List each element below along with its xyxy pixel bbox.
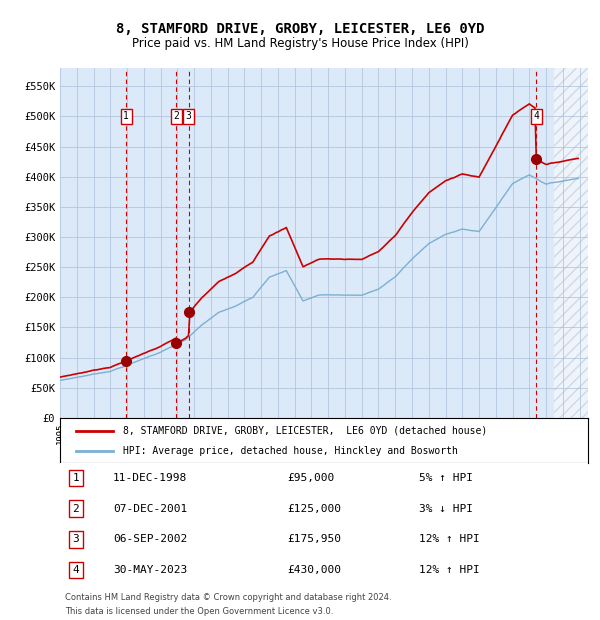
Text: This data is licensed under the Open Government Licence v3.0.: This data is licensed under the Open Gov…	[65, 607, 334, 616]
Text: 12% ↑ HPI: 12% ↑ HPI	[419, 565, 480, 575]
Text: 12% ↑ HPI: 12% ↑ HPI	[419, 534, 480, 544]
Text: 1: 1	[123, 112, 129, 122]
Text: Contains HM Land Registry data © Crown copyright and database right 2024.: Contains HM Land Registry data © Crown c…	[65, 593, 392, 602]
Text: 06-SEP-2002: 06-SEP-2002	[113, 534, 187, 544]
Text: HPI: Average price, detached house, Hinckley and Bosworth: HPI: Average price, detached house, Hinc…	[124, 446, 458, 456]
Text: 07-DEC-2001: 07-DEC-2001	[113, 503, 187, 514]
Text: £125,000: £125,000	[287, 503, 341, 514]
Text: £175,950: £175,950	[287, 534, 341, 544]
Text: 3% ↓ HPI: 3% ↓ HPI	[419, 503, 473, 514]
Text: Price paid vs. HM Land Registry's House Price Index (HPI): Price paid vs. HM Land Registry's House …	[131, 37, 469, 50]
Text: £95,000: £95,000	[287, 473, 334, 483]
Text: 1: 1	[73, 473, 79, 483]
Text: 2: 2	[173, 112, 179, 122]
Text: 4: 4	[73, 565, 79, 575]
Text: 11-DEC-1998: 11-DEC-1998	[113, 473, 187, 483]
Text: 8, STAMFORD DRIVE, GROBY, LEICESTER, LE6 0YD: 8, STAMFORD DRIVE, GROBY, LEICESTER, LE6…	[116, 22, 484, 36]
Bar	[554, 68, 588, 418]
Text: 3: 3	[73, 534, 79, 544]
Text: 30-MAY-2023: 30-MAY-2023	[113, 565, 187, 575]
Text: 5% ↑ HPI: 5% ↑ HPI	[419, 473, 473, 483]
Text: 2: 2	[73, 503, 79, 514]
Text: 4: 4	[533, 112, 539, 122]
Text: 3: 3	[186, 112, 191, 122]
Text: £430,000: £430,000	[287, 565, 341, 575]
Text: 8, STAMFORD DRIVE, GROBY, LEICESTER,  LE6 0YD (detached house): 8, STAMFORD DRIVE, GROBY, LEICESTER, LE6…	[124, 426, 488, 436]
